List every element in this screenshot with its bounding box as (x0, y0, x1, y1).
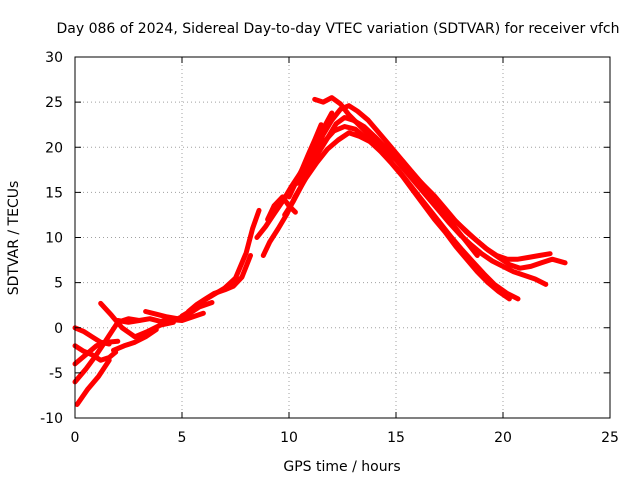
x-tick-label: 25 (601, 430, 619, 446)
y-tick-label: 15 (45, 185, 63, 201)
x-tick-label: 0 (71, 430, 80, 446)
y-tick-label: 10 (45, 231, 63, 247)
grid (75, 57, 610, 418)
series-line-trace-11 (179, 207, 262, 319)
x-tick-label: 10 (280, 430, 298, 446)
y-tick-label: 5 (54, 276, 63, 292)
y-tick-label: 25 (45, 95, 63, 111)
series-line-trace-17 (286, 122, 324, 200)
x-tick-label: 15 (387, 430, 405, 446)
series-line-trace-8 (115, 310, 206, 325)
series-line-trace-16 (312, 95, 568, 271)
series-line-trace-4 (74, 357, 112, 407)
x-tick-label: 5 (178, 430, 187, 446)
series-line-trace-14 (282, 115, 549, 287)
series-line-trace-20 (389, 149, 480, 258)
y-tick-label: -10 (40, 411, 63, 427)
y-tick-label: 20 (45, 140, 63, 156)
series-line-trace-3 (72, 316, 142, 385)
y-tick-label: 0 (54, 321, 63, 337)
y-tick-label: -5 (49, 366, 63, 382)
x-tick-label: 20 (494, 430, 512, 446)
y-axis-label: SDTVAR / TECUs (6, 181, 22, 296)
series-line-trace-19 (265, 194, 298, 222)
data-series (72, 95, 568, 407)
y-tick-label: 30 (45, 50, 63, 66)
chart-title: Day 086 of 2024, Sidereal Day-to-day VTE… (56, 21, 619, 37)
series-line-trace-7 (111, 327, 159, 353)
series-line-trace-6 (98, 300, 176, 340)
series-line-trace-18 (303, 110, 335, 177)
axis-ticks: 0 5 10 15 20 25 -10 -5 0 5 10 15 20 25 30 (40, 50, 619, 446)
series-line-trace-5 (72, 338, 121, 367)
x-axis-label: GPS time / hours (283, 459, 400, 475)
